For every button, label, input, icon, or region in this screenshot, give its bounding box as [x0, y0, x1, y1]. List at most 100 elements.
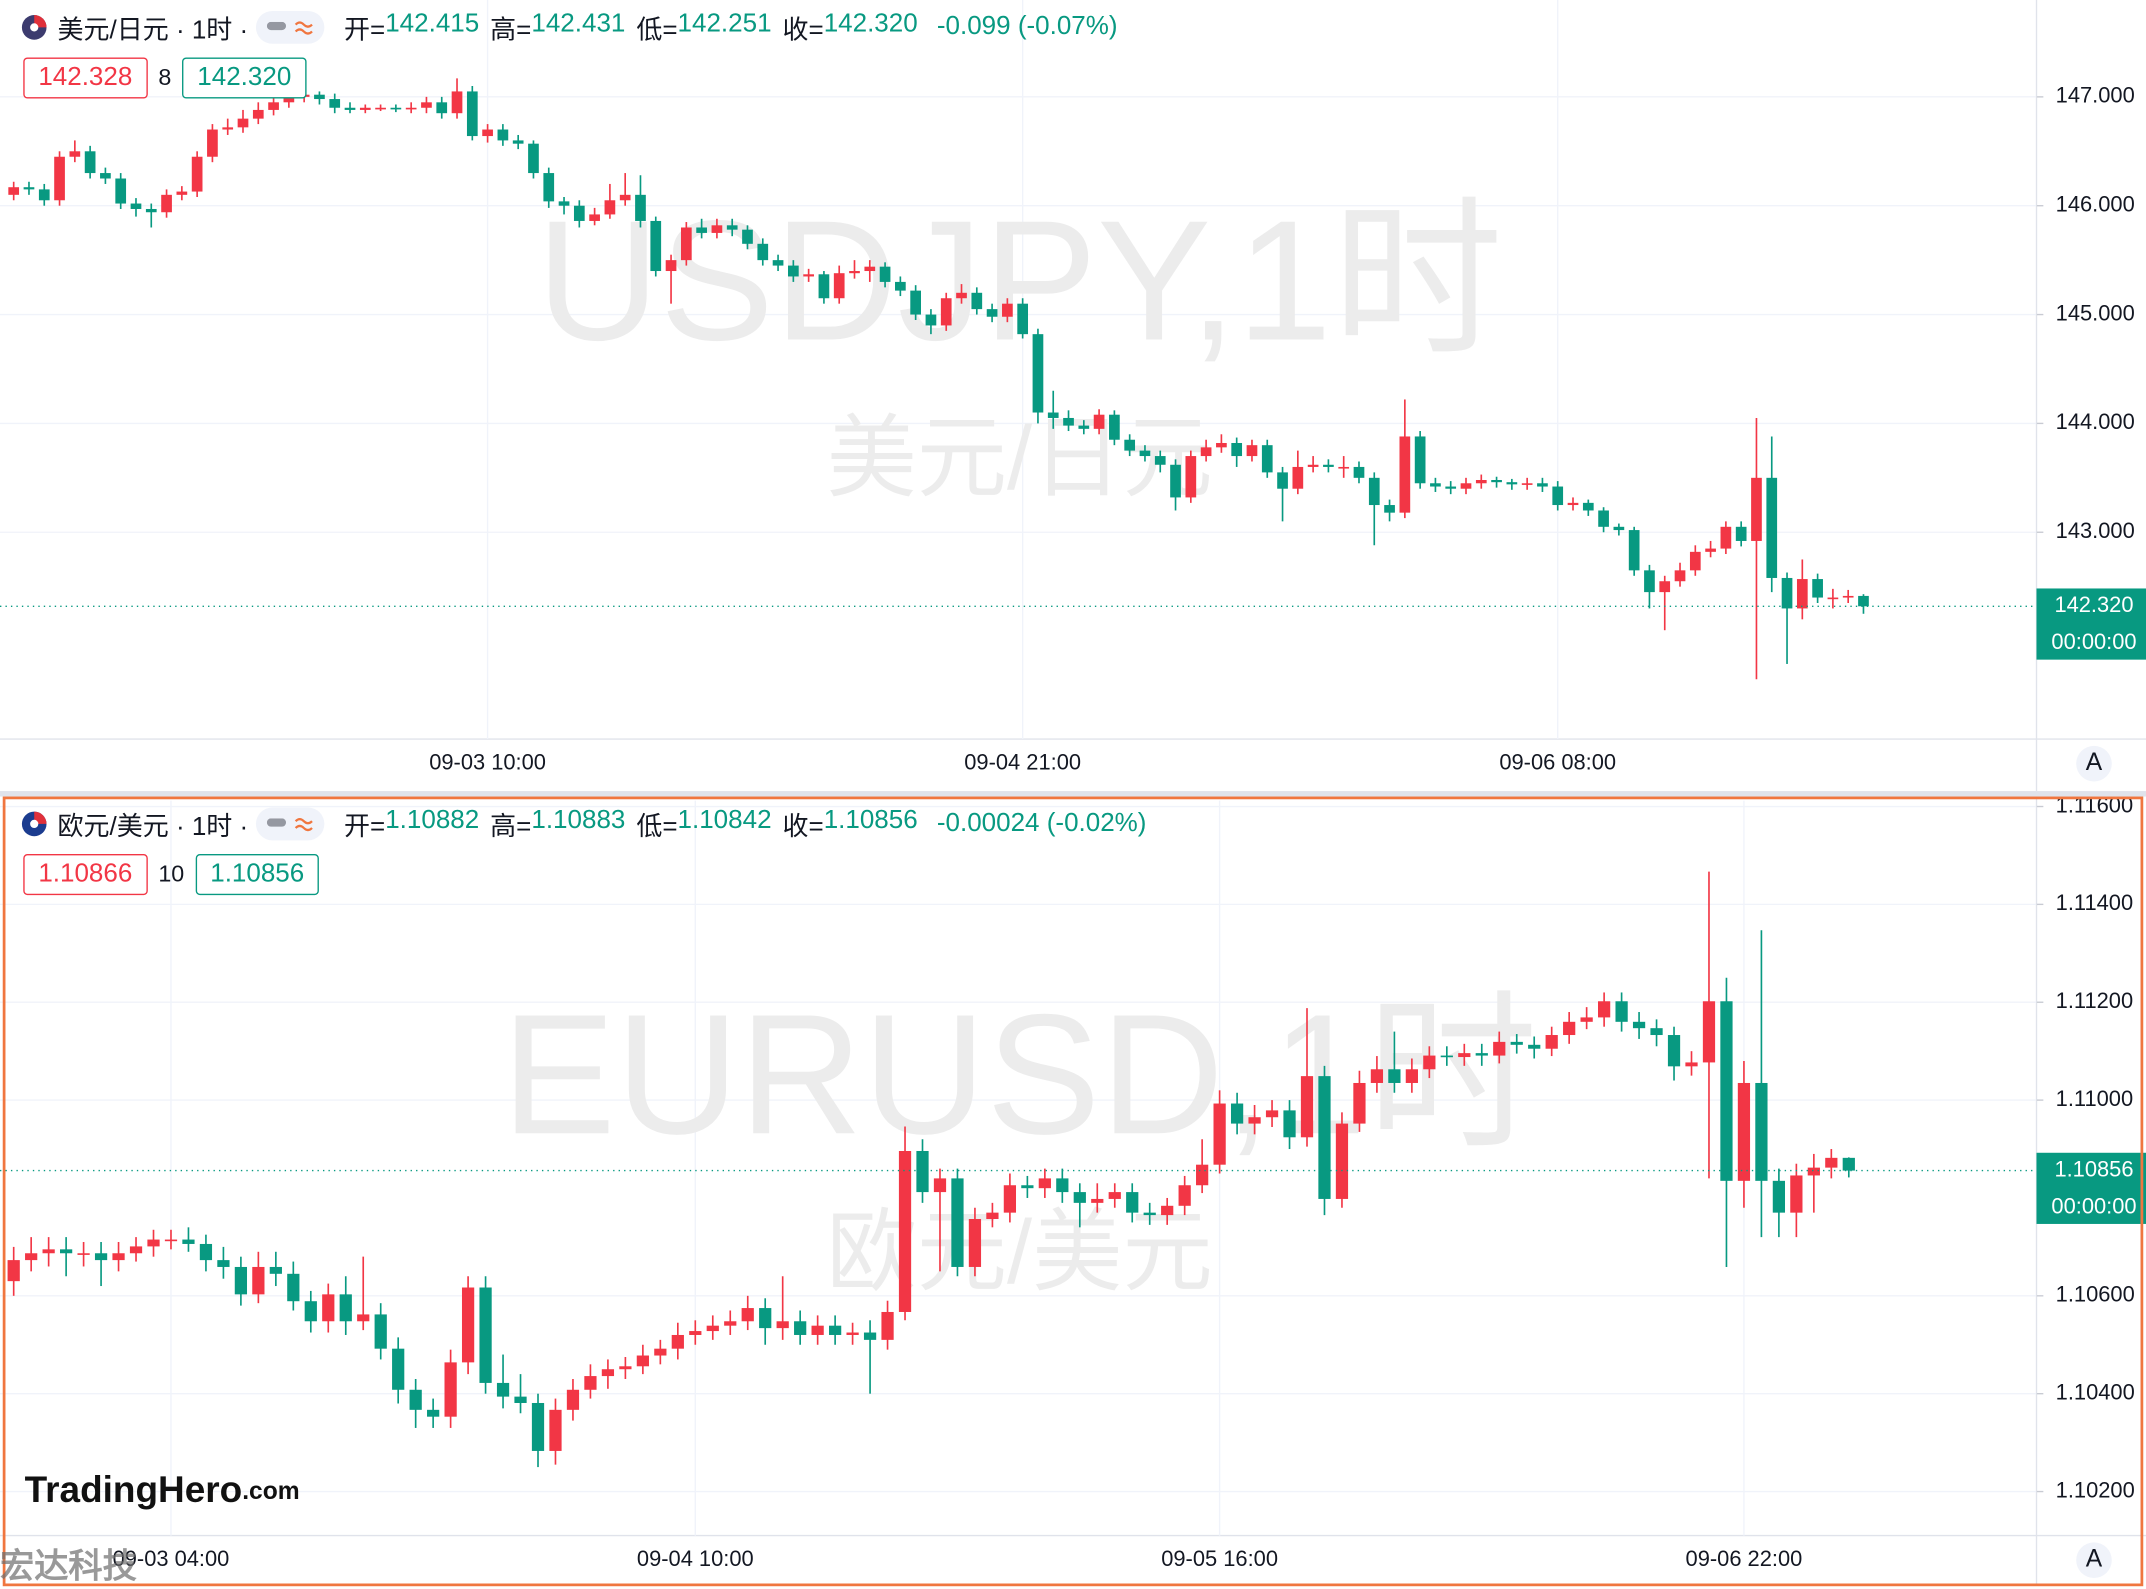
legend-value: 142.431	[531, 8, 626, 38]
legend-value: 142.320	[823, 8, 918, 38]
candle-body	[619, 194, 631, 201]
candle-body	[925, 314, 937, 326]
legend-row: 美元/日元 · 1时 · 开= 142.415 高= 142.431 低= 142.251…	[19, 8, 1128, 46]
candle-body	[910, 290, 921, 315]
candle-body	[217, 1260, 230, 1267]
candle-body	[1659, 581, 1671, 593]
candle-body	[724, 1321, 737, 1326]
candle-body	[1003, 1185, 1017, 1213]
candle-body	[1108, 1192, 1121, 1199]
candle-body	[375, 107, 386, 110]
candle-body	[1300, 1076, 1314, 1138]
candle-body	[757, 243, 769, 261]
candle-body	[234, 1266, 248, 1295]
symbol-title: 欧元/美元 · 1时 ·	[57, 812, 249, 842]
candle-body	[329, 99, 341, 108]
toggle-pill[interactable]	[256, 807, 325, 841]
candle-body	[1807, 1167, 1820, 1176]
candle-body	[1047, 412, 1059, 418]
candle-body	[971, 292, 983, 310]
candle-body	[528, 143, 539, 174]
candle-body	[164, 1239, 178, 1242]
candle-body	[38, 189, 50, 201]
candle-body	[1705, 548, 1716, 552]
legend-label: 收=	[782, 15, 824, 45]
candle-body	[1781, 577, 1793, 609]
candle-body	[1370, 1069, 1384, 1083]
scale-button-bg[interactable]	[2076, 1542, 2112, 1579]
candle-body	[916, 1150, 929, 1193]
candle-body	[199, 1243, 213, 1261]
candle-body	[77, 1253, 90, 1255]
candle-body	[1650, 1028, 1663, 1036]
candle-body	[514, 1396, 527, 1403]
candle-body	[421, 102, 432, 108]
candle-body	[482, 129, 493, 137]
y-tick-label: 1.11600	[2056, 797, 2133, 818]
candle-body	[268, 102, 279, 110]
candle-body	[1430, 483, 1441, 487]
candle-body	[1078, 425, 1090, 429]
bid[interactable]: 142.328	[23, 57, 148, 99]
flag-icon	[21, 15, 47, 40]
scale-button[interactable]: A	[2086, 1546, 2103, 1573]
candle-body	[1506, 482, 1518, 485]
candle-body	[863, 1332, 877, 1340]
symbol-title: 美元/日元 · 1时 ·	[57, 15, 249, 45]
candle-body	[1521, 483, 1533, 485]
candle-body	[1552, 486, 1564, 506]
candle-body	[357, 1314, 370, 1322]
candle-body	[115, 178, 127, 204]
candle-body	[1230, 1103, 1244, 1124]
candle-body	[1440, 1055, 1453, 1058]
candle-body	[1399, 436, 1411, 513]
candle-body	[1338, 466, 1350, 469]
candle-body	[1842, 1157, 1855, 1171]
ask[interactable]: 142.320	[182, 57, 307, 99]
candle-body	[1277, 472, 1288, 489]
candle-body	[1493, 1041, 1506, 1056]
scale-button[interactable]: A	[2086, 749, 2103, 776]
candle-body	[161, 194, 172, 213]
candle-body	[1038, 1178, 1051, 1189]
candle-body	[1265, 1110, 1279, 1118]
candle-body	[589, 214, 600, 221]
candle-body	[25, 1253, 38, 1261]
candle-body	[696, 227, 707, 233]
candle-body	[1685, 1062, 1698, 1067]
x-tick-label: 09-03 04:00	[113, 1546, 230, 1571]
candle-body	[69, 151, 81, 157]
x-tick-label: 09-06 08:00	[1499, 749, 1616, 774]
candle-body	[803, 274, 814, 277]
candle-body	[654, 1348, 667, 1356]
candle-body	[689, 1331, 702, 1335]
usdjpy-pane: 143.000 144.000 145.000 146.000 147.000 09-03…	[0, 0, 2146, 792]
candle-body	[1632, 1021, 1646, 1029]
candle-body	[1388, 1069, 1401, 1083]
candle-body	[1510, 1041, 1523, 1045]
countdown: 00:00:00	[2051, 629, 2136, 654]
candle-body	[1021, 1185, 1034, 1189]
legend-value: 142.251	[677, 8, 772, 38]
candle-body	[1827, 597, 1839, 600]
scale-button-bg[interactable]	[2076, 745, 2112, 782]
candle-body	[54, 156, 65, 201]
candle-body	[1423, 1055, 1436, 1070]
bid[interactable]: 1.10866	[23, 854, 148, 896]
candle-body	[1598, 1001, 1611, 1018]
candle-body	[344, 107, 356, 110]
candle-body	[1475, 1053, 1488, 1056]
legend-label: 低=	[636, 15, 678, 45]
candle-body	[1405, 1069, 1418, 1083]
toggle-pill[interactable]	[256, 10, 325, 44]
candle-body	[1143, 1212, 1156, 1216]
ask[interactable]: 1.10856	[195, 854, 320, 896]
candle-body	[1615, 1001, 1628, 1022]
candle-body	[1598, 510, 1609, 527]
legend-value: 1.10856	[823, 805, 918, 835]
y-tick-label: 145.000	[2056, 300, 2135, 325]
candle-body	[1644, 570, 1655, 593]
candle-body	[374, 1314, 387, 1349]
candle-body	[1323, 464, 1334, 467]
